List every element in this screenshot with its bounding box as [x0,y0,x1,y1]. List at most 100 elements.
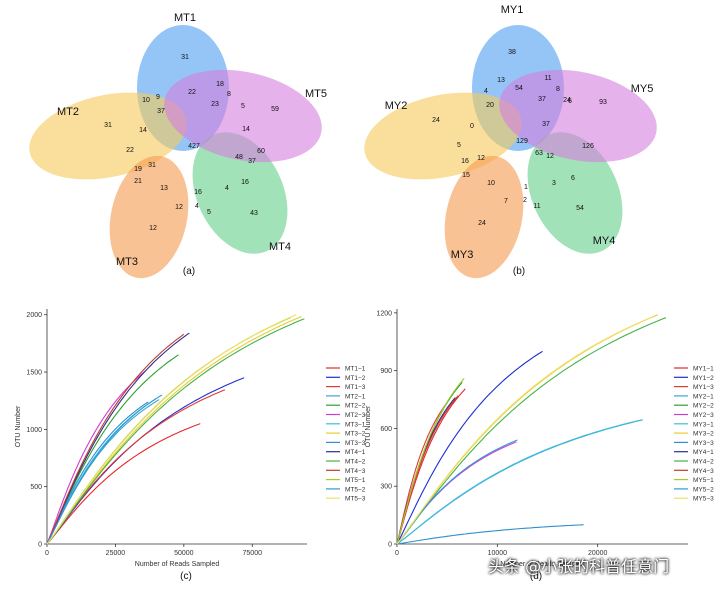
venn-count: 6 [568,98,572,105]
series-line-my1-1 [396,388,466,545]
x-tick-label: 50000 [174,550,194,557]
venn-count: 37 [157,108,165,115]
legend-label: MT3−2 [345,431,366,438]
venn-diagram-t: MT1 MT2 MT3 MT4 MT5 31 31 12 43 59 10 9 22 188 5 23 37 14… [29,12,327,279]
venn-count: 16 [194,189,202,196]
legend-label: MT4−1 [345,449,366,456]
legend-label: MT5−3 [345,496,366,503]
venn-set-mt4 [192,132,288,254]
venn-count: 20 [486,102,494,109]
venn-count: 54 [576,205,584,212]
legend-label: MY2−3 [693,412,714,419]
y-tick-label: 500 [30,484,42,491]
venn-count: 14 [139,127,147,134]
venn-count: 15 [462,172,470,179]
legend-label: MT1−2 [345,375,366,382]
legend-label: MY5−1 [693,477,714,484]
series-line-mt5-3 [46,314,297,545]
venn-count: 37 [538,96,546,103]
series-line-my4-1 [396,397,456,545]
venn-count: 37 [542,121,550,128]
legend-label: MY4−2 [693,459,714,466]
venn-count: 427 [188,143,200,150]
legend-label: MT5−1 [345,477,366,484]
venn-count: 6 [571,175,575,182]
series-line-my5-1 [396,377,465,545]
venn-count: 12 [175,204,183,211]
panel-caption: (b) [513,266,525,277]
series-line-mt1-2 [46,377,245,545]
venn-count: 59 [271,106,279,113]
series-line-mt1-1 [46,423,201,545]
legend-label: MT1−3 [345,384,366,391]
series-line-my2-2 [396,381,463,545]
x-axis-label: Number of Reads Sampled [135,561,220,568]
panel-caption: (c) [180,571,192,582]
legend-label: MY2−1 [693,393,714,400]
venn-count: 24 [432,117,440,124]
series-line-my5-2 [396,439,518,545]
venn-count: 14 [242,126,250,133]
series-line-my2-1 [396,419,643,545]
x-axis-label: Number of Reads Sampled [500,561,585,568]
legend-label: MY2−2 [693,403,714,410]
panel-caption: (a) [183,266,195,277]
legend-label: MY1−2 [693,375,714,382]
venn-set-my5 [499,69,657,163]
y-tick-label: 2000 [26,312,42,319]
venn-count: 31 [104,122,112,129]
venn-count: 16 [241,179,249,186]
series-line-my3-3 [396,524,584,545]
y-tick-label: 0 [388,542,392,549]
venn-count: 5 [207,209,211,216]
series-line-my5-3 [396,316,654,545]
panel-caption: (d) [530,571,542,582]
venn-count: 10 [487,180,495,187]
series-line-mt3-3 [46,401,149,545]
legend-label: MY4−3 [693,468,714,475]
series-line-mt3-2 [46,315,302,545]
watermark-text: 头条 @小张的科普任意门 [488,557,670,576]
legend-label: MY5−3 [693,496,714,503]
legend-label: MY3−3 [693,440,714,447]
venn-count: 12 [477,155,485,162]
legend-label: MY4−1 [693,449,714,456]
venn-count: 54 [515,85,523,92]
venn-count: 8 [227,91,231,98]
venn-count: 13 [160,185,168,192]
series-line-my1-2 [396,350,543,545]
venn-count: 1 [524,184,528,191]
legend-label: MT2−1 [345,393,366,400]
venn-count: 24 [478,220,486,227]
venn-set-label: MY5 [631,83,654,95]
venn-count: 4 [484,88,488,95]
venn-count: 43 [250,210,258,217]
series-line-mt5-2 [46,394,163,545]
venn-count: 129 [516,138,528,145]
series-line-mt4-2 [46,318,305,545]
x-tick-label: 0 [395,550,399,557]
venn-count: 22 [126,147,134,154]
venn-count: 31 [181,54,189,61]
venn-count: 3 [552,180,556,187]
series-line-my4-3 [396,395,459,545]
venn-count: 21 [134,178,142,185]
series-line-mt4-3 [46,333,185,545]
venn-count: 2 [523,197,527,204]
venn-set-label: MT3 [116,256,138,268]
venn-count: 93 [599,99,607,106]
venn-count: 5 [241,103,245,110]
venn-set-label: MY3 [451,249,474,261]
y-tick-label: 1500 [26,370,42,377]
venn-count: 48 [235,154,243,161]
venn-count: 24 [563,97,571,104]
x-tick-label: 0 [45,550,49,557]
venn-set-my4 [527,132,623,254]
x-tick-label: 20000 [588,550,608,557]
venn-count: 10 [142,97,150,104]
venn-count: 8 [556,86,560,93]
venn-count: 13 [497,77,505,84]
legend-label: MT5−2 [345,486,366,493]
y-tick-label: 300 [380,484,392,491]
